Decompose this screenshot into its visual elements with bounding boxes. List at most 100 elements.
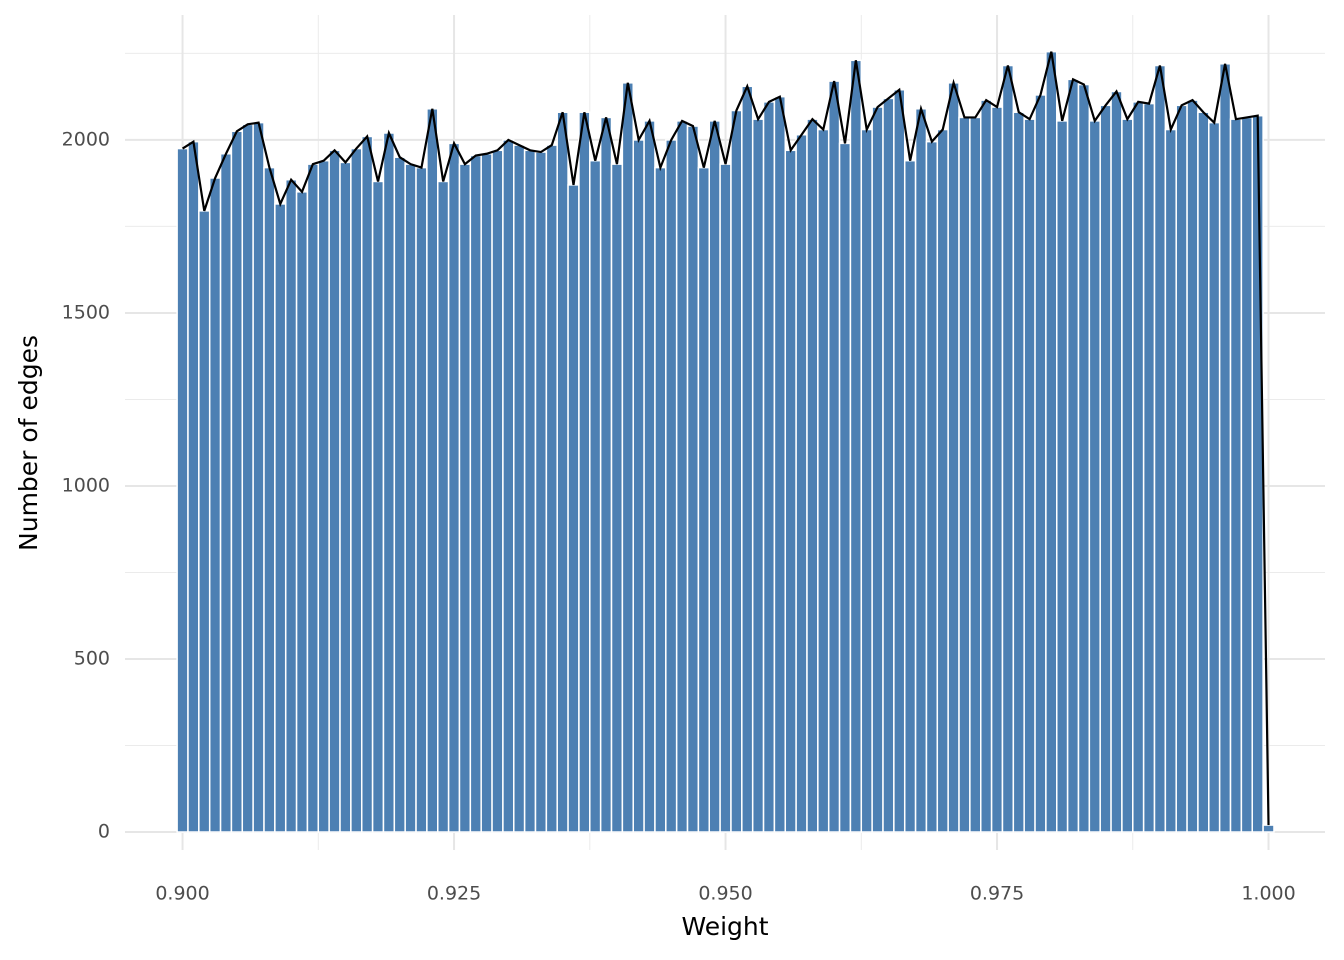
bar [654,166,667,833]
bar [914,108,928,833]
y-tick-label: 1000 [62,474,110,496]
bar [360,135,374,833]
bar [860,128,873,833]
bar [1175,104,1188,833]
x-tick-label: 0.975 [970,883,1024,905]
bar [1218,63,1232,833]
bar [925,140,939,833]
bar [1229,118,1243,833]
bar [806,118,819,833]
bar [871,106,884,833]
bar [404,163,417,833]
bar [1001,64,1015,833]
bar [187,140,200,833]
bar [241,123,254,833]
bar [393,156,406,833]
bar [643,120,656,833]
bar [936,128,949,833]
line [181,51,1270,826]
bar [1034,94,1047,833]
bar [1088,120,1101,833]
bar [230,130,244,833]
bar [849,59,863,833]
bar [599,116,613,833]
bar [882,97,895,833]
bar [610,163,624,833]
bar [969,116,982,833]
bar [252,121,265,833]
bar [415,166,428,833]
x-tick-label: 0.950 [698,883,752,905]
bar [208,177,222,833]
bar [1186,99,1199,833]
bar [827,80,841,833]
bar [958,116,971,833]
bar [382,132,396,833]
bar [589,159,602,833]
bar [578,111,591,833]
bar [219,153,233,833]
bar [371,180,385,833]
bar [306,163,320,833]
bar [838,142,852,833]
bar [198,210,211,833]
bar [513,144,526,833]
bar [1132,101,1145,833]
x-tick-label: 0.925 [427,883,481,905]
bar [469,154,482,833]
bar [762,101,776,833]
bar [686,125,700,833]
y-tick-label: 1500 [62,301,110,323]
bar [817,128,830,833]
bar [1240,116,1253,833]
bar [284,178,298,833]
bar [328,149,341,833]
bar [1110,90,1123,833]
bar [675,120,689,833]
bar [990,106,1004,833]
bar [1197,111,1210,833]
bar [274,203,287,833]
bar [751,118,765,833]
bar [1023,118,1036,833]
x-tick-label: 0.900 [155,883,209,905]
bar [480,153,493,833]
bar [317,159,330,833]
bar [1262,824,1275,833]
bar [1045,50,1058,833]
bar [632,139,645,833]
bar [773,95,787,833]
bar [708,120,721,833]
bar [979,99,993,833]
bar [719,163,732,833]
x-axis-title: Weight [681,912,768,941]
bar [1142,102,1156,833]
bar [350,147,363,833]
bar [1066,78,1080,833]
bar [741,85,754,833]
bar [697,166,711,833]
bar [458,163,472,833]
bar [730,109,743,833]
y-tick-label: 0 [98,821,110,843]
bar [1251,114,1264,833]
y-axis-title: Number of edges [14,335,43,551]
bar [437,180,450,833]
bar [491,149,504,833]
bar [502,139,515,833]
bar [1099,104,1112,833]
bar [545,144,558,833]
bar [1208,121,1221,833]
x-tick-label: 1.000 [1241,883,1295,905]
bar [665,139,678,833]
bar [1012,111,1025,833]
bar [426,108,439,833]
bar [295,191,309,833]
y-tick-label: 500 [74,647,110,669]
bar [784,149,797,833]
bar [1077,83,1091,833]
bar [339,161,352,833]
bar [176,147,189,833]
bar [903,159,917,833]
